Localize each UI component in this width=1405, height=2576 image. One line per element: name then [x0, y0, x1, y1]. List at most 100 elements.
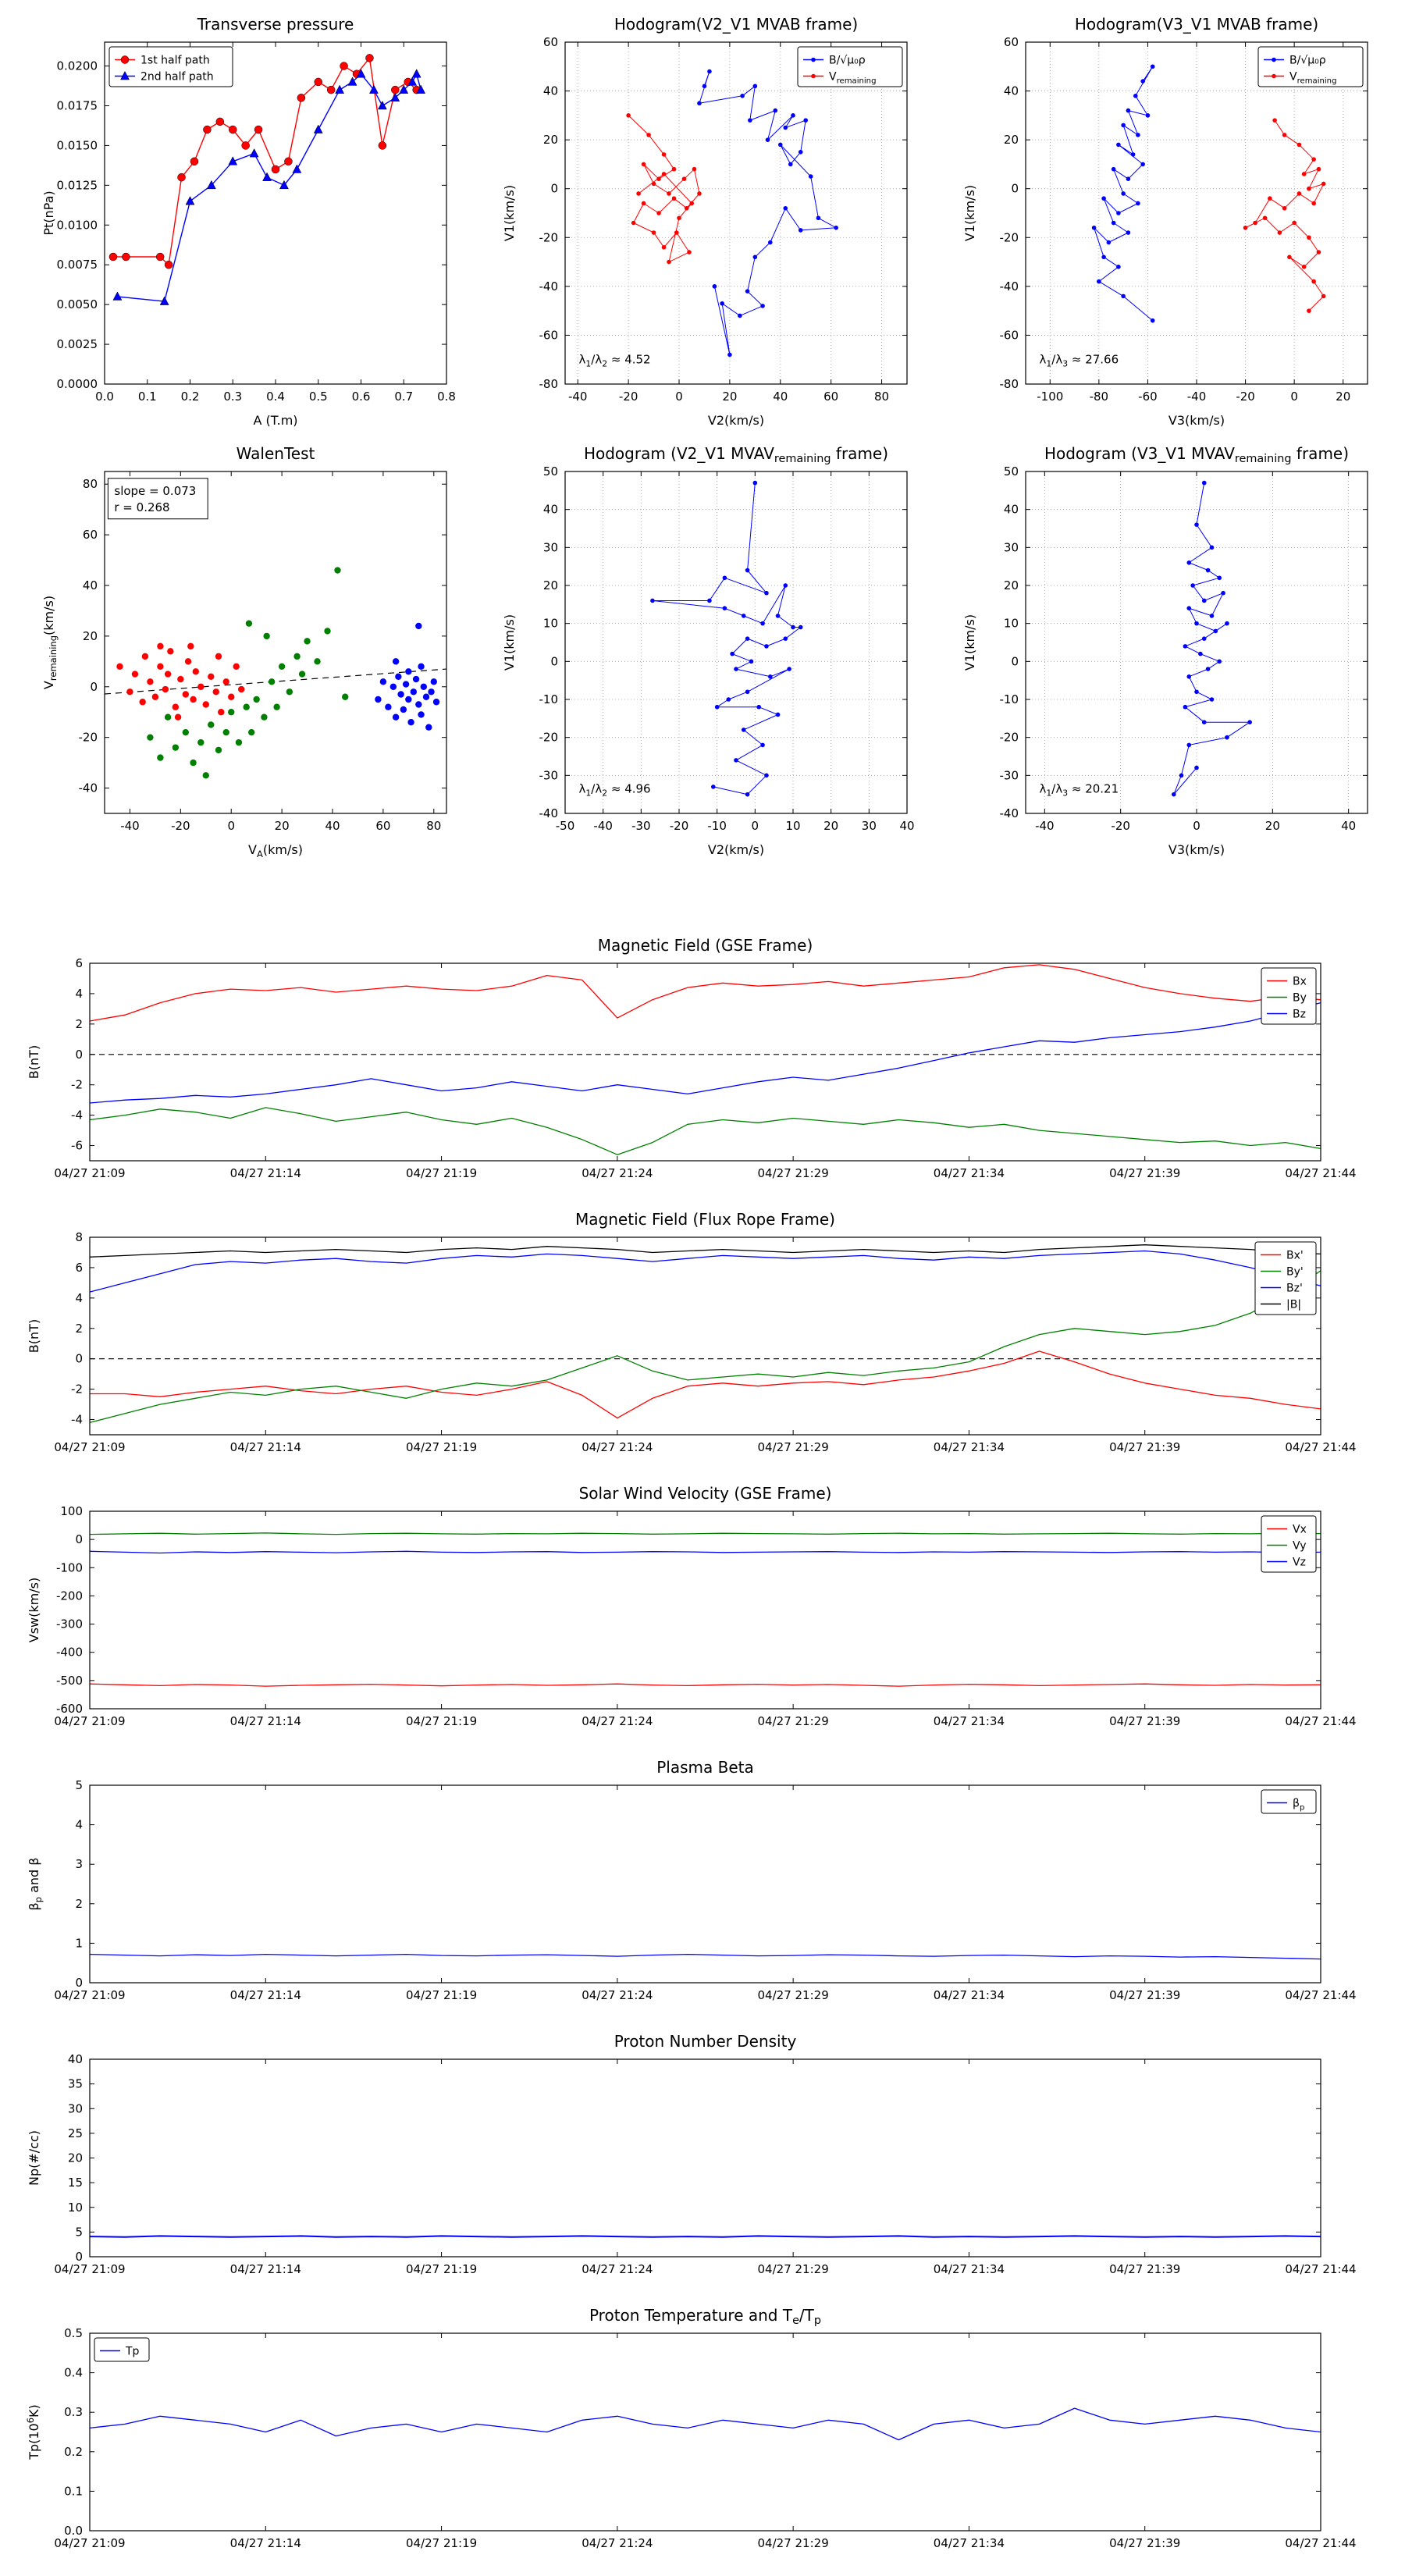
svg-text:04/27 21:24: 04/27 21:24	[582, 1166, 653, 1180]
svg-text:04/27 21:29: 04/27 21:29	[758, 1714, 829, 1728]
svg-text:Magnetic Field (GSE Frame): Magnetic Field (GSE Frame)	[598, 936, 813, 955]
svg-text:0.4: 0.4	[64, 2366, 83, 2380]
svg-text:βp​ and β: βp​ and β	[27, 1857, 44, 1910]
svg-text:04/27 21:19: 04/27 21:19	[406, 1714, 477, 1728]
svg-text:04/27 21:39: 04/27 21:39	[1109, 1988, 1180, 2002]
svg-text:-40: -40	[120, 819, 140, 833]
svg-text:20: 20	[823, 819, 838, 833]
svg-text:04/27 21:39: 04/27 21:39	[1109, 2262, 1180, 2276]
svg-text:WalenTest: WalenTest	[237, 444, 315, 463]
svg-text:-40: -40	[568, 390, 588, 404]
svg-text:04/27 21:39: 04/27 21:39	[1109, 1714, 1180, 1728]
svg-text:100: 100	[60, 1504, 83, 1518]
svg-text:0: 0	[550, 182, 558, 196]
svg-text:-20: -20	[670, 819, 689, 833]
svg-text:40: 40	[83, 578, 98, 592]
chart-solar-wind-velocity: 04/27 21:09 04/27 21:14 04/27 21:19 04/27 2…	[27, 1484, 1357, 1728]
svg-text:-400: -400	[56, 1646, 83, 1660]
svg-text:0: 0	[1193, 819, 1200, 833]
svg-text:5: 5	[75, 2225, 83, 2239]
svg-text:04/27 21:34: 04/27 21:34	[934, 1440, 1005, 1454]
svg-text:-80: -80	[1000, 377, 1019, 391]
svg-text:04/27 21:14: 04/27 21:14	[230, 1440, 301, 1454]
svg-text:04/27 21:24: 04/27 21:24	[582, 1988, 653, 2002]
svg-text:Hodogram (V3_V1 MVAVremaining​: Hodogram (V3_V1 MVAVremaining​ frame)	[1044, 444, 1349, 465]
svg-text:40: 40	[543, 84, 558, 98]
svg-text:3: 3	[75, 1857, 83, 1871]
svg-text:04/27 21:24: 04/27 21:24	[582, 1714, 653, 1728]
svg-text:20: 20	[1336, 390, 1350, 404]
svg-text:-300: -300	[56, 1617, 83, 1631]
svg-text:40: 40	[773, 390, 788, 404]
svg-text:Vsw(km/s): Vsw(km/s)	[27, 1578, 41, 1642]
svg-text:-600: -600	[56, 1702, 83, 1716]
svg-text:V1(km/s): V1(km/s)	[962, 185, 977, 241]
svg-text:04/27 21:19: 04/27 21:19	[406, 1166, 477, 1180]
svg-text:Vremaining​(km/s): Vremaining​(km/s)	[41, 596, 59, 689]
svg-text:0: 0	[75, 1048, 83, 1062]
svg-text:Np(#/cc): Np(#/cc)	[27, 2130, 41, 2186]
chart-walen-test: -40 -20 0 20 40 60 80 -40 -20 0 20 40 60 80 WalenTest V…	[41, 444, 447, 859]
svg-text:4: 4	[75, 987, 83, 1001]
timeseries-stack: 04/27 21:09 04/27 21:14 04/27 21:19 04/27 2…	[0, 929, 1405, 2573]
svg-text:0: 0	[75, 1976, 83, 1990]
svg-text:0.0050: 0.0050	[57, 297, 98, 311]
svg-text:04/27 21:34: 04/27 21:34	[934, 1988, 1005, 2002]
svg-text:50: 50	[1004, 464, 1019, 479]
svg-text:60: 60	[823, 390, 838, 404]
svg-text:Solar Wind Velocity (GSE Frame: Solar Wind Velocity (GSE Frame)	[579, 1484, 832, 1503]
svg-text:40: 40	[68, 2052, 83, 2066]
svg-text:0: 0	[1011, 654, 1019, 668]
svg-text:04/27 21:09: 04/27 21:09	[54, 2536, 125, 2550]
svg-text:-40: -40	[1000, 279, 1019, 294]
svg-text:0.0200: 0.0200	[57, 59, 98, 73]
svg-text:Vy: Vy	[1293, 1540, 1307, 1553]
svg-text:slope = 0.073: slope = 0.073	[114, 484, 196, 498]
svg-text:0: 0	[75, 1532, 83, 1546]
svg-text:40: 40	[325, 819, 340, 833]
svg-text:04/27 21:09: 04/27 21:09	[54, 1166, 125, 1180]
svg-text:60: 60	[543, 35, 558, 49]
svg-text:Bz': Bz'	[1286, 1283, 1303, 1295]
svg-text:0.3: 0.3	[64, 2405, 83, 2419]
svg-text:Transverse pressure: Transverse pressure	[197, 15, 354, 34]
svg-text:-10: -10	[707, 819, 727, 833]
svg-text:04/27 21:19: 04/27 21:19	[406, 2262, 477, 2276]
svg-text:0.0100: 0.0100	[57, 218, 98, 232]
chart-hodogram-v2v1-mvab: -40 -20 0 20 40 60 80 -80 -60 -40 -20 0 20 40 60 Hodogr…	[502, 15, 908, 428]
chart-plasma-beta: 04/27 21:09 04/27 21:14 04/27 21:19 04/27 2…	[27, 1758, 1357, 2002]
svg-text:-4: -4	[71, 1413, 83, 1427]
svg-text:20: 20	[543, 133, 558, 147]
svg-text:0.7: 0.7	[394, 390, 413, 404]
svg-text:Tp: Tp	[125, 2346, 140, 2358]
svg-text:-80: -80	[1090, 390, 1109, 404]
svg-text:04/27 21:14: 04/27 21:14	[230, 2536, 301, 2550]
svg-text:Bx: Bx	[1293, 976, 1307, 988]
svg-text:20: 20	[1265, 819, 1280, 833]
svg-text:04/27 21:34: 04/27 21:34	[934, 2262, 1005, 2276]
chart-magnetic-field-fluxrope: 04/27 21:09 04/27 21:14 04/27 21:19 04/27 2…	[27, 1210, 1357, 1454]
svg-text:|B|: |B|	[1286, 1299, 1301, 1311]
svg-text:-100: -100	[1037, 390, 1063, 404]
svg-text:-30: -30	[1000, 768, 1019, 782]
svg-text:0.1: 0.1	[64, 2484, 83, 2498]
svg-text:1st half path: 1st half path	[140, 55, 210, 67]
svg-text:30: 30	[862, 819, 877, 833]
svg-text:30: 30	[543, 540, 558, 554]
svg-text:Hodogram(V3_V1 MVAB frame): Hodogram(V3_V1 MVAB frame)	[1075, 15, 1318, 34]
svg-text:04/27 21:34: 04/27 21:34	[934, 1714, 1005, 1728]
svg-text:By: By	[1293, 992, 1307, 1005]
svg-text:VA​(km/s): VA​(km/s)	[248, 842, 303, 859]
svg-text:B/√μ₀ρ: B/√μ₀ρ	[829, 55, 866, 67]
svg-text:V1(km/s): V1(km/s)	[502, 185, 517, 241]
svg-text:0.0150: 0.0150	[57, 138, 98, 152]
svg-text:04/27 21:29: 04/27 21:29	[758, 2536, 829, 2550]
svg-text:40: 40	[1004, 84, 1019, 98]
svg-text:-40: -40	[1187, 390, 1207, 404]
svg-text:04/27 21:44: 04/27 21:44	[1285, 2536, 1356, 2550]
svg-text:-20: -20	[1111, 819, 1130, 833]
svg-text:-20: -20	[1236, 390, 1255, 404]
svg-text:-30: -30	[539, 768, 559, 782]
svg-text:0.0175: 0.0175	[57, 98, 98, 112]
svg-text:λ1​/λ2​ ≈ 4.52: λ1​/λ2​ ≈ 4.52	[579, 353, 651, 369]
